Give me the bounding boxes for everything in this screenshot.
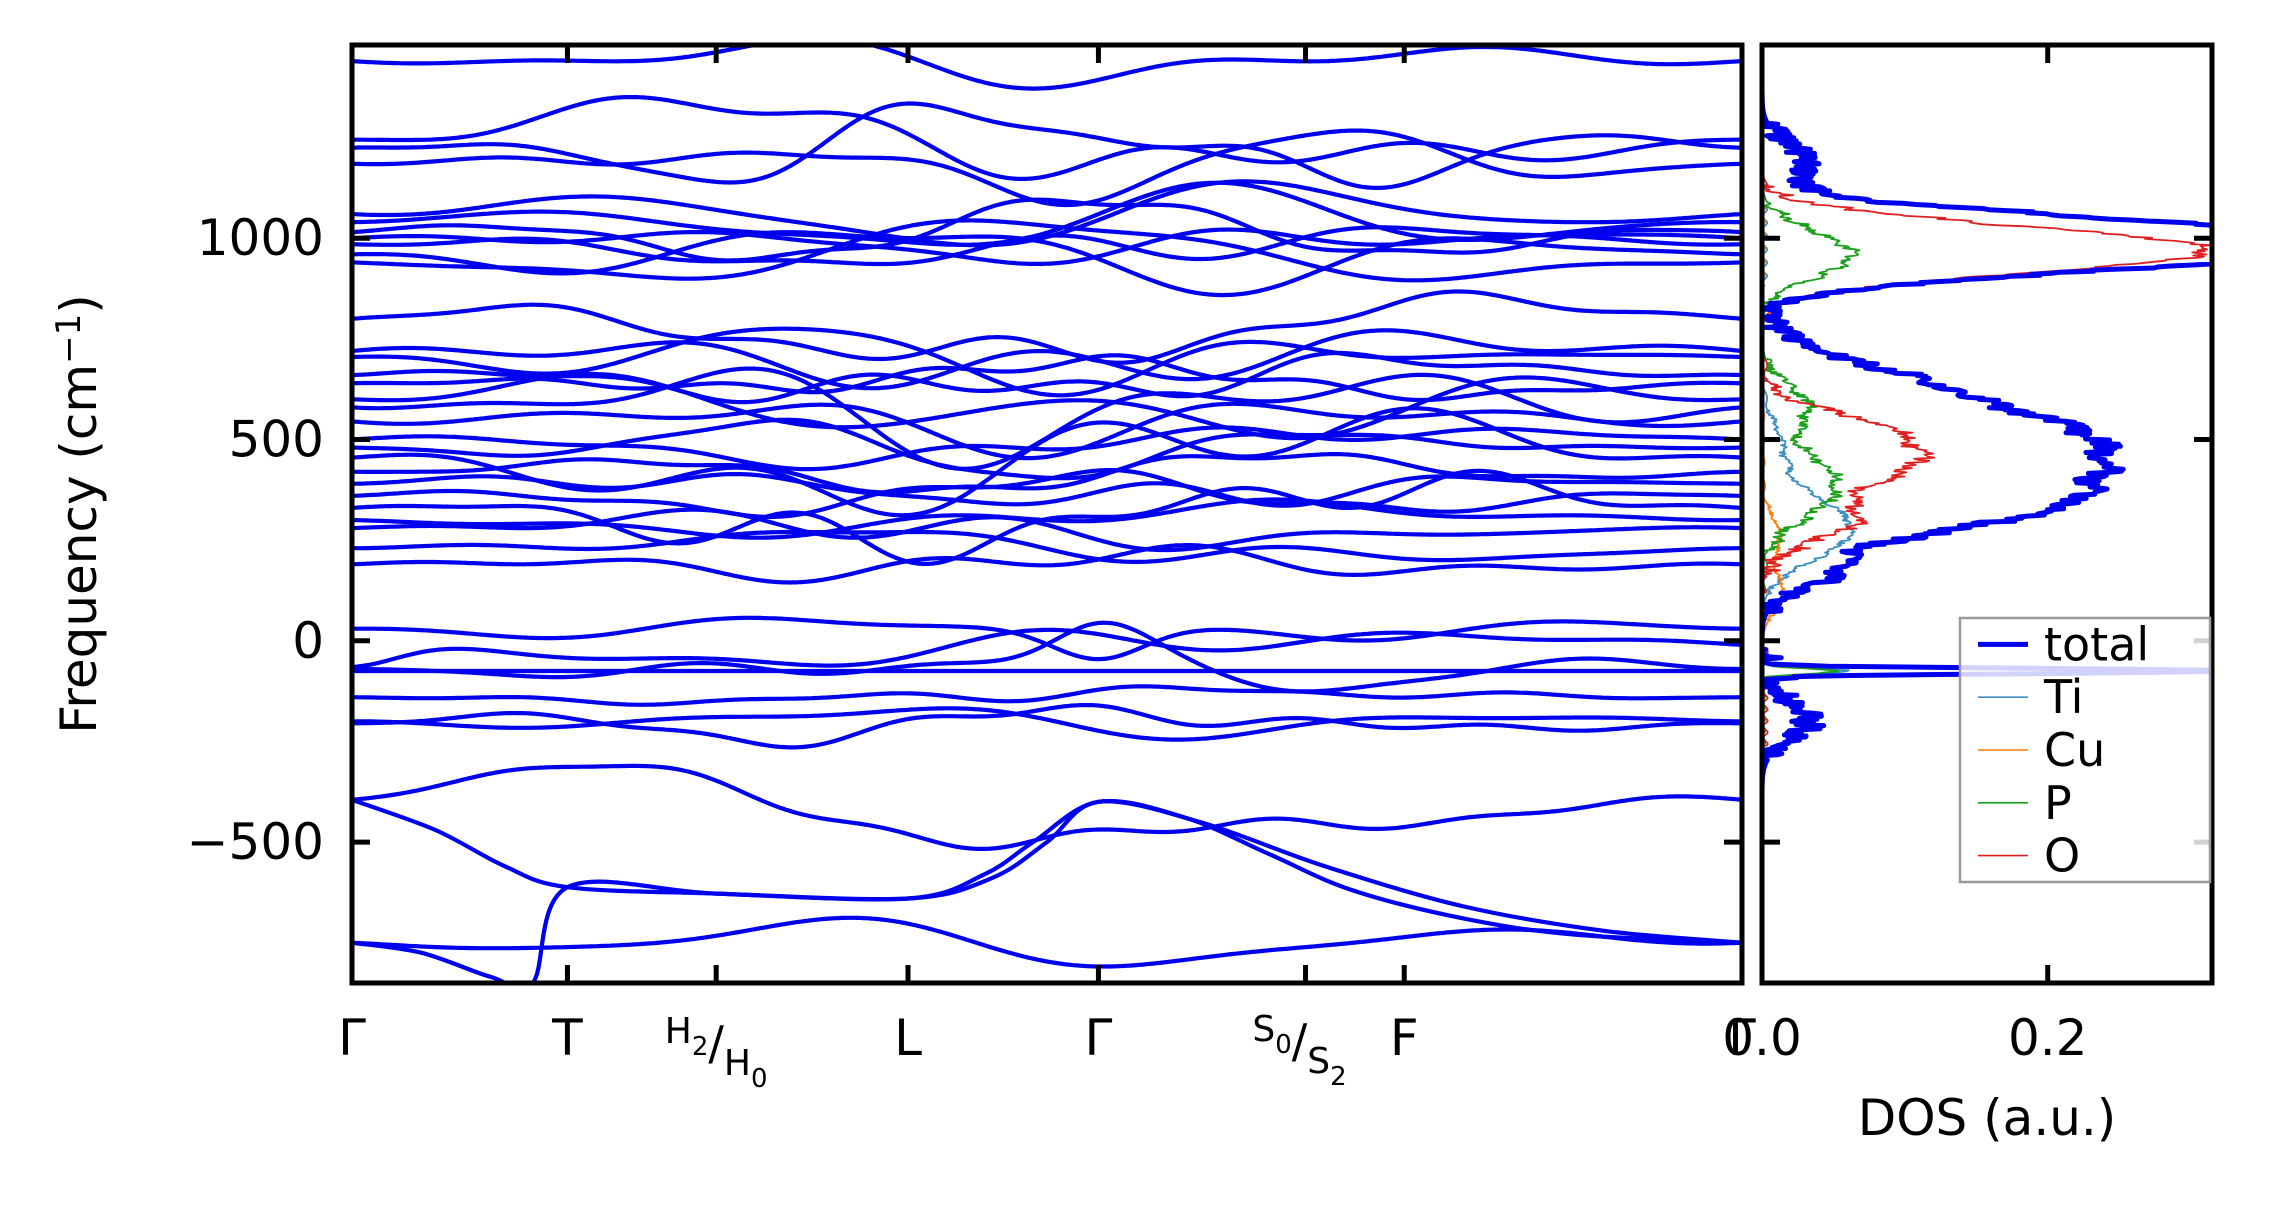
band-branch [352,401,1742,461]
band-branch-imaginary [352,797,1742,945]
band-branch [352,289,1742,365]
band-branch [352,507,1742,553]
bands-x-tick-label: L [894,1009,922,1067]
band-branch [352,702,1742,750]
band-branch [352,94,1742,182]
band-curves [352,45,1742,983]
band-branch [352,915,1742,969]
dos-series-p [1762,45,1861,983]
dos-x-axis-title: DOS (a.u.) [1858,1089,2117,1147]
band-branch [352,225,1742,267]
legend-label-cu: Cu [2044,723,2105,777]
band-branch [352,45,1742,91]
band-branch [352,197,1742,263]
bands-x-tick-label: Γ [338,1009,366,1067]
dos-series-total [1762,45,2212,983]
bands-x-tick-label: H2/H0 [665,1011,768,1094]
band-branch [352,468,1742,520]
bands-x-tick-label: F [1390,1009,1419,1067]
bands-plot-frame [349,42,1745,986]
band-branch [352,218,1742,283]
dos-curves [1762,45,2212,983]
band-branch [352,326,1742,398]
dos-series-cu [1762,45,2210,983]
bands-y-tick-labels: 1000 500 0 −500 [187,209,324,871]
bands-y-tick-label: −500 [187,813,324,871]
band-branch [352,101,1742,191]
bands-panel: 1000 500 0 −500 Γ T H2/H0 L Γ S0/S2 F Γ Frequency … [49,42,1756,1094]
bands-x-tick-label: S0/S2 [1252,1009,1346,1092]
bands-y-axis-title: Frequency (cm−1) [49,294,108,734]
dos-x-tick-label: 0.2 [2008,1009,2088,1067]
band-branch [352,620,1742,694]
bands-x-tick-label: Γ [1085,1009,1113,1067]
band-branch [352,406,1742,518]
band-branch [352,542,1742,585]
band-branch [352,425,1742,472]
dos-series-ti [1762,45,1856,983]
band-branch-imaginary [352,799,1742,983]
legend-label-p: P [2044,776,2072,830]
legend-label-total: total [2044,617,2149,671]
bands-x-tick-labels: Γ T H2/H0 L Γ S0/S2 F Γ [338,1009,1756,1094]
dos-x-tick-labels: 0.0 0.2 [1722,1009,2087,1067]
dos-plot-frame [1759,42,2215,986]
dos-x-tick-label: 0.0 [1722,1009,1802,1067]
legend-label-ti: Ti [2043,670,2083,724]
bands-x-ticks [349,45,1745,983]
band-branch [352,353,1742,403]
band-branch [352,627,1742,670]
bands-y-tick-label: 0 [292,612,324,670]
band-branch [352,684,1742,707]
bands-x-tick-label: Γ [1728,1009,1756,1067]
band-branch [352,328,1742,391]
bands-y-tick-label: 500 [229,411,324,469]
bands-y-tick-label: 1000 [197,209,324,267]
band-branch [352,371,1742,441]
band-branch [352,472,1742,508]
band-branch [352,529,1742,565]
bands-y-ticks [352,235,1742,845]
legend-label-o: O [2044,829,2080,883]
band-branch [352,706,1742,742]
bands-x-tick-label: T [551,1009,583,1067]
dos-x-ticks [1759,45,2051,983]
band-branch [352,128,1742,208]
dos-series-o [1762,45,2212,983]
band-branch [352,763,1742,852]
